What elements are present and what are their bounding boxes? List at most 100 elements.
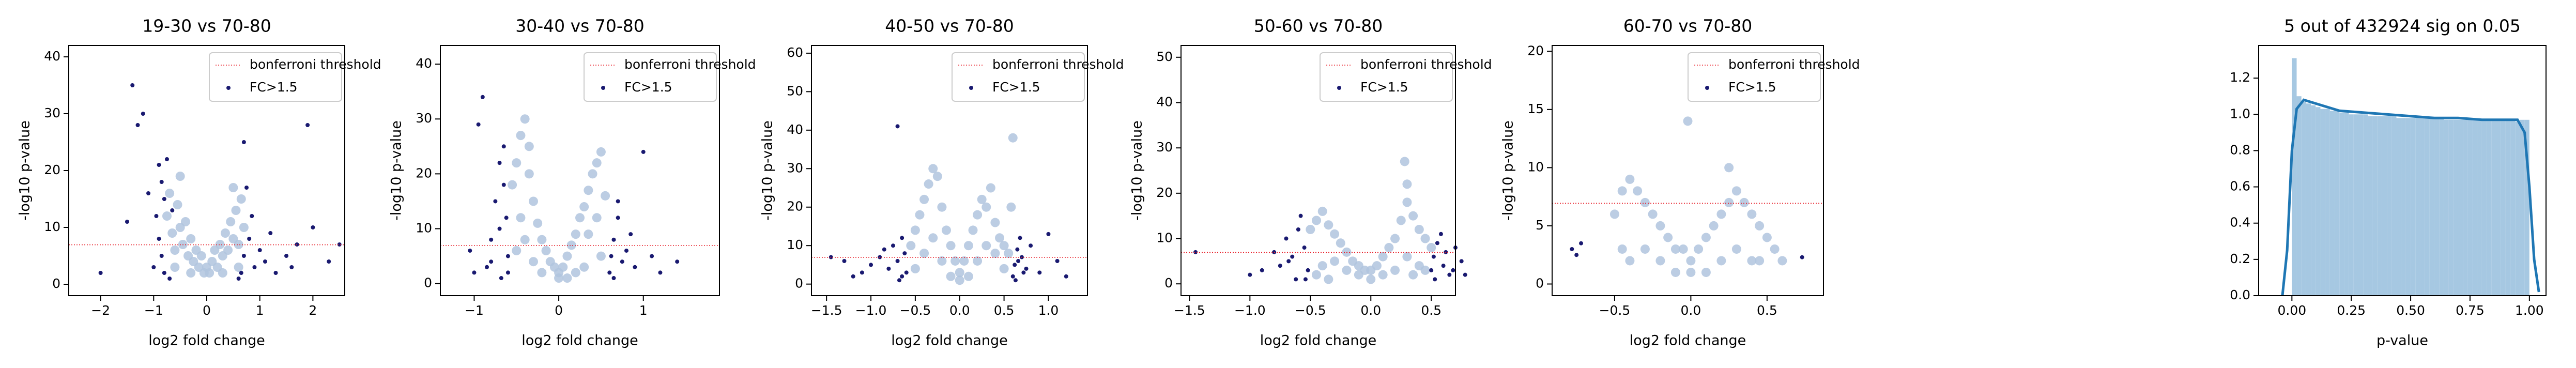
point [1013, 263, 1017, 267]
x-tick-label: −1.5 [1174, 303, 1205, 318]
point [508, 180, 517, 190]
y-tick-label: 10 [44, 219, 60, 234]
point [268, 231, 273, 235]
histogram-bar [2481, 119, 2487, 296]
point [1441, 264, 1446, 268]
point [1648, 209, 1658, 219]
point [1298, 213, 1303, 218]
legend-box [584, 52, 717, 102]
point [1354, 270, 1363, 280]
x-axis-label: log2 fold change [891, 333, 1008, 349]
point [1278, 264, 1282, 268]
point [516, 213, 526, 223]
x-tick-label: 0.00 [2277, 303, 2306, 318]
point [1755, 256, 1765, 266]
histogram-bar [2453, 119, 2458, 296]
histogram-bar [2405, 118, 2411, 296]
point [1800, 255, 1804, 259]
histogram-bar [2382, 116, 2387, 296]
point [1294, 277, 1298, 282]
point [1306, 268, 1310, 272]
histogram-bar [2353, 114, 2358, 296]
chart-title: 60-70 vs 70-80 [1623, 16, 1752, 36]
y-axis-label: -log10 p-value [1129, 120, 1145, 221]
point [170, 263, 180, 272]
y-tick-label: 10 [416, 221, 432, 236]
y-tick-label: 10 [1527, 159, 1544, 174]
point [1336, 238, 1345, 248]
point [146, 191, 151, 195]
point [1670, 267, 1680, 277]
point [616, 216, 620, 220]
point [919, 249, 929, 258]
point [159, 254, 164, 258]
point [641, 149, 646, 154]
histogram-bar [2325, 109, 2330, 296]
point [1016, 258, 1021, 263]
point [1311, 216, 1321, 225]
point [919, 194, 929, 204]
point [1015, 247, 1020, 252]
legend-label: FC>1.5 [1728, 80, 1776, 95]
x-axis-label: log2 fold change [522, 333, 638, 349]
point [895, 124, 900, 129]
point [946, 241, 956, 251]
point [236, 194, 246, 204]
point [516, 131, 526, 141]
x-tick-label: −1.0 [855, 303, 887, 318]
point [512, 158, 522, 168]
point [135, 123, 140, 127]
point [1378, 270, 1388, 280]
point [529, 257, 538, 267]
point [633, 265, 637, 269]
point [257, 248, 262, 252]
point [1306, 224, 1315, 234]
point [611, 237, 616, 242]
point [476, 122, 481, 127]
point [973, 210, 983, 220]
point [162, 211, 172, 221]
point [520, 235, 530, 244]
point [1414, 224, 1424, 234]
x-axis-label: log2 fold change [148, 333, 265, 349]
point [986, 183, 995, 193]
point [1037, 270, 1042, 275]
point [1731, 244, 1741, 254]
point [1311, 270, 1321, 280]
point [1701, 267, 1711, 277]
histogram-bar [2296, 96, 2302, 296]
histogram-bar [2467, 119, 2473, 296]
point [955, 275, 964, 285]
point [616, 199, 620, 204]
histogram-bar [2501, 119, 2506, 296]
point [1617, 244, 1627, 254]
point [1579, 241, 1584, 246]
y-tick-label: 20 [1156, 185, 1173, 200]
y-tick-label: 0.4 [2230, 215, 2250, 230]
histogram-bar [2349, 114, 2354, 296]
point [1004, 249, 1014, 258]
point [1755, 221, 1765, 231]
point [910, 264, 920, 273]
histogram-bar [2411, 118, 2416, 296]
axes-frame [811, 45, 1088, 296]
y-tick-label: 1.2 [2230, 70, 2250, 85]
legend-label: bonferroni threshold [1728, 57, 1860, 72]
point [928, 233, 938, 243]
point [584, 186, 593, 195]
x-axis-label: p-value [2376, 333, 2428, 349]
point [1317, 261, 1327, 271]
histogram-bar [2391, 116, 2397, 296]
point [239, 271, 243, 275]
y-tick-label: 1.0 [2230, 106, 2250, 121]
axes-frame [2258, 45, 2547, 296]
point [505, 254, 510, 258]
y-axis-label: -log10 p-value [389, 120, 405, 221]
point [886, 266, 891, 271]
point [1633, 186, 1643, 196]
point [1670, 244, 1680, 254]
histogram-bar [2472, 119, 2477, 296]
point [1609, 209, 1619, 219]
point [1420, 265, 1430, 275]
